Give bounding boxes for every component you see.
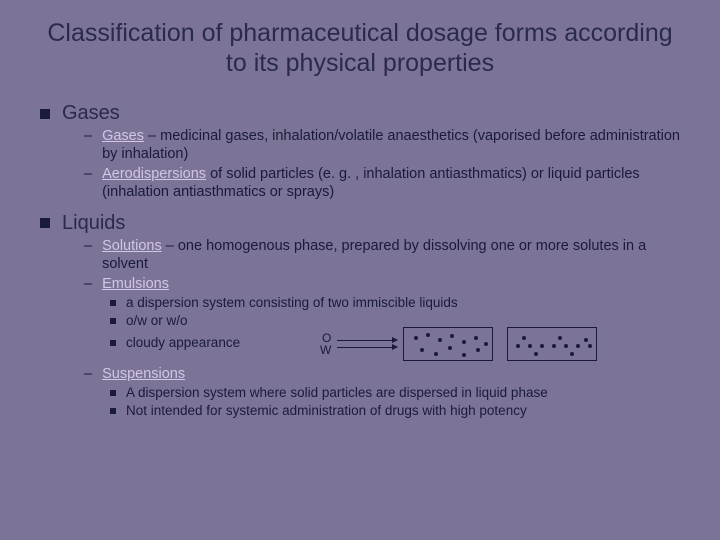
dot-icon — [540, 344, 544, 348]
arrows — [337, 340, 397, 348]
emulsions-sublist: a dispersion system consisting of two im… — [110, 295, 680, 330]
dot-icon — [420, 348, 424, 352]
item-text: Aerodispersions of solid particles (e. g… — [102, 165, 680, 201]
liquids-list-cont: – Suspensions — [84, 365, 680, 383]
label-w: W — [320, 344, 331, 356]
emulsion-box-wo — [507, 327, 597, 361]
dash-icon: – — [84, 275, 92, 293]
item-text: o/w or w/o — [126, 313, 188, 330]
term: Gases — [102, 128, 144, 144]
dot-icon — [450, 334, 454, 338]
arrow-icon — [337, 340, 397, 341]
dot-icon — [584, 338, 588, 342]
dot-icon — [552, 344, 556, 348]
dash-icon: – — [84, 237, 92, 273]
list-item: cloudy appearance — [110, 335, 320, 352]
section-liquids: Liquids – Solutions – one homogenous pha… — [40, 212, 680, 420]
list-item: – Gases – medicinal gases, inhalation/vo… — [84, 127, 680, 163]
dot-icon — [516, 344, 520, 348]
dash-icon: – — [84, 127, 92, 163]
slide: Classification of pharmaceutical dosage … — [0, 0, 720, 450]
dot-icon — [448, 346, 452, 350]
section-header: Gases — [40, 102, 680, 125]
emulsion-boxes — [403, 327, 597, 361]
square-bullet-icon — [110, 318, 116, 324]
item-text: Solutions – one homogenous phase, prepar… — [102, 237, 680, 273]
bullet-icon — [40, 218, 50, 228]
square-bullet-icon — [110, 300, 116, 306]
term: Emulsions — [102, 276, 169, 292]
dot-icon — [438, 338, 442, 342]
dot-icon — [534, 352, 538, 356]
term: Solutions — [102, 238, 162, 254]
dot-icon — [474, 336, 478, 340]
slide-title: Classification of pharmaceutical dosage … — [40, 18, 680, 78]
dot-icon — [434, 352, 438, 356]
term: Suspensions — [102, 366, 185, 382]
section-title-liquids: Liquids — [62, 212, 125, 235]
dot-icon — [462, 340, 466, 344]
item-text: a dispersion system consisting of two im… — [126, 295, 458, 312]
emulsion-box-ow — [403, 327, 493, 361]
list-item: – Solutions – one homogenous phase, prep… — [84, 237, 680, 273]
dot-icon — [528, 344, 532, 348]
item-text: Suspensions — [102, 365, 185, 383]
term: Aerodispersions — [102, 166, 206, 182]
dot-icon — [484, 342, 488, 346]
list-item: – Emulsions — [84, 275, 680, 293]
suspensions-sublist: A dispersion system where solid particle… — [110, 385, 680, 420]
square-bullet-icon — [110, 340, 116, 346]
item-text: Not intended for systemic administration… — [126, 403, 527, 420]
list-item: A dispersion system where solid particle… — [110, 385, 680, 402]
label-o: O — [320, 332, 331, 344]
section-gases: Gases – Gases – medicinal gases, inhalat… — [40, 102, 680, 202]
dot-icon — [462, 353, 466, 357]
square-bullet-icon — [110, 390, 116, 396]
item-text: Gases – medicinal gases, inhalation/vola… — [102, 127, 680, 163]
dot-icon — [476, 348, 480, 352]
list-item: – Suspensions — [84, 365, 680, 383]
list-item: Not intended for systemic administration… — [110, 403, 680, 420]
liquids-list: – Solutions – one homogenous phase, prep… — [84, 237, 680, 293]
section-title-gases: Gases — [62, 102, 120, 125]
square-bullet-icon — [110, 408, 116, 414]
list-item: a dispersion system consisting of two im… — [110, 295, 680, 312]
dot-icon — [426, 333, 430, 337]
item-text: cloudy appearance — [126, 335, 240, 352]
section-header: Liquids — [40, 212, 680, 235]
dot-icon — [414, 336, 418, 340]
dot-icon — [558, 336, 562, 340]
list-item: – Aerodispersions of solid particles (e.… — [84, 165, 680, 201]
item-text: Emulsions — [102, 275, 169, 293]
bullet-icon — [40, 109, 50, 119]
dot-icon — [570, 352, 574, 356]
emulsion-diagram: cloudy appearance O W — [110, 327, 680, 361]
dot-icon — [588, 344, 592, 348]
gases-list: – Gases – medicinal gases, inhalation/vo… — [84, 127, 680, 202]
dot-icon — [564, 344, 568, 348]
dash-icon: – — [84, 365, 92, 383]
arrow-icon — [337, 347, 397, 348]
ow-labels: O W — [320, 332, 331, 356]
dot-icon — [576, 344, 580, 348]
dot-icon — [522, 336, 526, 340]
item-text: A dispersion system where solid particle… — [126, 385, 548, 402]
dash-icon: – — [84, 165, 92, 201]
